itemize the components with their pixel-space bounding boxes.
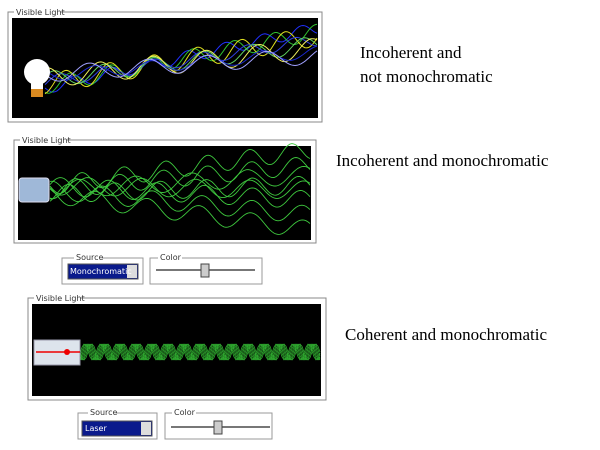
light-bulb [24,59,50,97]
source-dropdown[interactable] [81,420,153,437]
wave [79,343,321,361]
wave [49,177,311,208]
caption: Incoherent and monochromatic [336,151,549,170]
wave [44,24,318,93]
label-bg [34,295,80,302]
slider-thumb[interactable] [213,420,223,435]
slider-thumb[interactable] [200,263,210,278]
wave [79,343,321,361]
dropdown-button[interactable] [141,422,151,435]
color-label: Color [174,408,196,417]
wave [49,176,311,202]
source-label: Source [76,253,104,262]
caption: Coherent and monochromatic [345,325,548,344]
group-box [61,257,144,285]
dropdown-button[interactable] [127,265,137,278]
wave [49,177,311,199]
label-bg [14,9,60,16]
caption: Incoherent and [360,43,462,62]
wave [49,143,311,195]
laser-spot [64,349,70,355]
source-value: Monochromatic [70,267,132,276]
label-bg [74,254,102,261]
light-source [18,177,50,203]
source-value: Laser [85,424,107,433]
group-box [149,257,263,285]
wave [79,344,321,360]
group-label: Visible Light [16,8,65,17]
group-box [164,412,273,440]
light-waves [49,143,311,235]
group-label: Visible Light [22,136,71,145]
label-bg [20,137,66,144]
source-dropdown[interactable] [67,263,139,280]
wave [49,180,311,222]
wave [50,165,311,200]
caption: not monochromatic [360,67,493,86]
wave [44,50,318,82]
light-waves [44,23,318,95]
wave [44,31,318,95]
group-label: Visible Light [36,294,85,303]
wave [79,343,321,361]
label-bg [158,254,182,261]
group-box [77,412,158,440]
wave [49,187,311,235]
wave [49,157,311,200]
light-waves [79,343,321,361]
source-label: Source [90,408,118,417]
label-bg [172,409,196,416]
color-label: Color [160,253,182,262]
label-bg [88,409,116,416]
